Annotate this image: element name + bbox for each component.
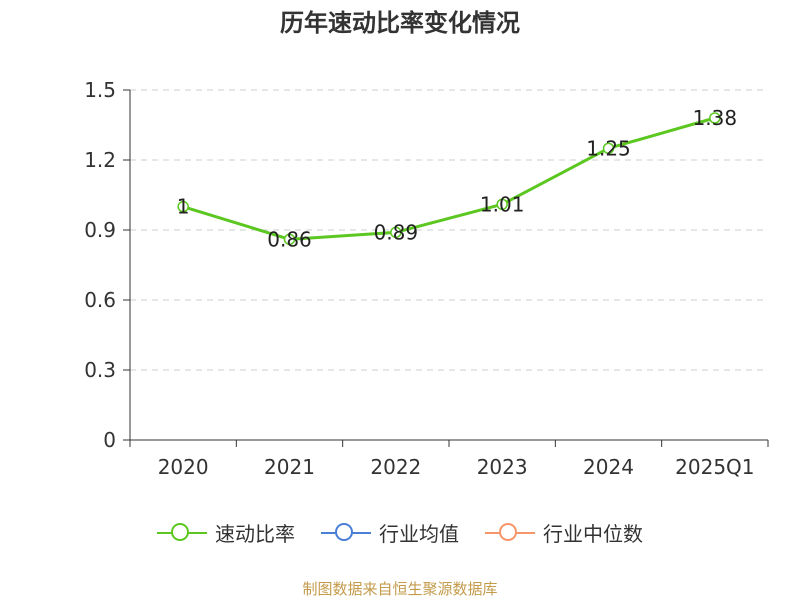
chart-title: 历年速动比率变化情况: [280, 9, 520, 37]
legend-item-median[interactable]: 行业中位数: [485, 518, 643, 547]
data-label: 1: [177, 195, 190, 219]
data-point: [390, 226, 402, 239]
x-tick-label: 2024: [583, 455, 634, 479]
x-tick-label: 2025Q1: [675, 455, 754, 479]
y-tick-label: 1.2: [84, 148, 116, 172]
legend-circle-median: [499, 522, 517, 541]
data-point: [177, 200, 189, 213]
x-tick-label: 2023: [477, 455, 528, 479]
legend-label-median: 行业中位数: [543, 522, 643, 546]
legend-circle-main: [171, 522, 189, 541]
x-tick-label: 2020: [158, 455, 209, 479]
chart-legend: 速动比率 行业均值 行业中位数: [0, 518, 800, 547]
data-label: 1.38: [693, 106, 738, 130]
y-tick-label: 0.9: [84, 218, 116, 242]
legend-label-avg: 行业均值: [379, 522, 459, 546]
data-point: [709, 112, 721, 124]
data-label: 1.01: [480, 192, 525, 216]
y-tick-label: 0.6: [84, 288, 116, 312]
y-tick-label: 0: [103, 428, 116, 452]
legend-label-main: 速动比率: [215, 522, 295, 546]
legend-marker-median: [485, 522, 535, 544]
x-tick-label: 2021: [264, 455, 315, 479]
data-point: [283, 233, 296, 246]
data-point: [602, 142, 615, 155]
legend-item-main[interactable]: 速动比率: [157, 518, 295, 547]
data-label: 0.89: [374, 220, 419, 244]
series-line-main: [182, 116, 716, 241]
data-point: [496, 198, 508, 211]
legend-circle-avg: [335, 522, 353, 541]
y-tick-label: 1.5: [84, 78, 116, 102]
y-tick-label: 0.3: [84, 358, 116, 382]
legend-marker-avg: [321, 522, 371, 544]
legend-marker-main: [157, 522, 207, 544]
x-tick-label: 2022: [370, 455, 421, 479]
data-label: 0.86: [267, 227, 312, 251]
source-note: 制图数据来自恒生聚源数据库: [302, 580, 498, 598]
legend-item-avg[interactable]: 行业均值: [321, 518, 459, 547]
data-label: 1.25: [586, 136, 631, 160]
